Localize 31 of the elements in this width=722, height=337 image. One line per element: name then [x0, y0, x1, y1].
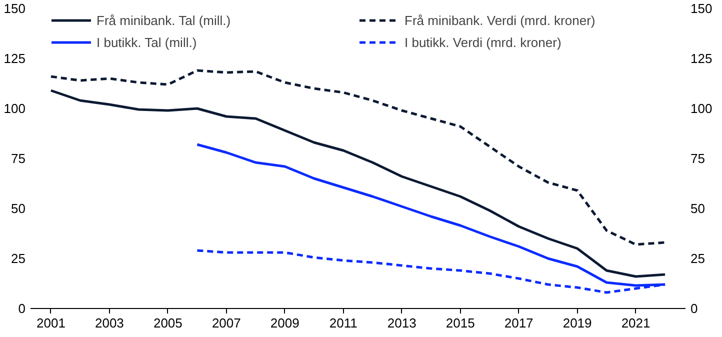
- y2-tick-label: 50: [690, 201, 705, 216]
- x-tick-label: 2021: [621, 316, 650, 330]
- y-tick-label: 75: [11, 151, 26, 166]
- y-tick-label: 50: [11, 201, 26, 216]
- y2-tick-label: 150: [690, 1, 712, 16]
- y-tick-label: 150: [4, 1, 26, 16]
- y2-tick-label: 100: [690, 101, 712, 116]
- line-series: [50, 89, 666, 278]
- x-tick-label: 2013: [387, 316, 416, 330]
- y2-tick-label: 0: [690, 301, 698, 316]
- line-series: [50, 69, 666, 246]
- y-tick-label: 100: [4, 101, 26, 116]
- x-tick-label: 2001: [36, 316, 66, 330]
- x-tick-label: 2009: [270, 316, 300, 330]
- x-tick-label: 2015: [446, 316, 475, 330]
- legend-label: Frå minibank. Tal (mill.): [96, 12, 232, 28]
- x-tick-label: 2019: [562, 316, 592, 330]
- x-tick-label: 2017: [504, 316, 534, 330]
- y2-tick-label: 75: [690, 151, 705, 166]
- legend-label: Frå minibank. Verdi (mrd. kroner): [404, 12, 596, 28]
- y-tick-label: 125: [4, 51, 26, 66]
- x-tick-label: 2007: [212, 316, 241, 330]
- y-tick-label: 0: [18, 301, 26, 316]
- y-tick-label: 25: [11, 251, 26, 266]
- y2-tick-label: 125: [690, 51, 712, 66]
- legend-label: I butikk. Tal (mill.): [96, 34, 198, 50]
- legend-label: I butikk. Verdi (mrd. kroner): [404, 34, 562, 50]
- x-tick-label: 2005: [153, 316, 182, 330]
- x-tick-label: 2003: [94, 316, 124, 330]
- y2-tick-label: 25: [690, 251, 705, 266]
- x-tick-label: 2011: [329, 316, 358, 330]
